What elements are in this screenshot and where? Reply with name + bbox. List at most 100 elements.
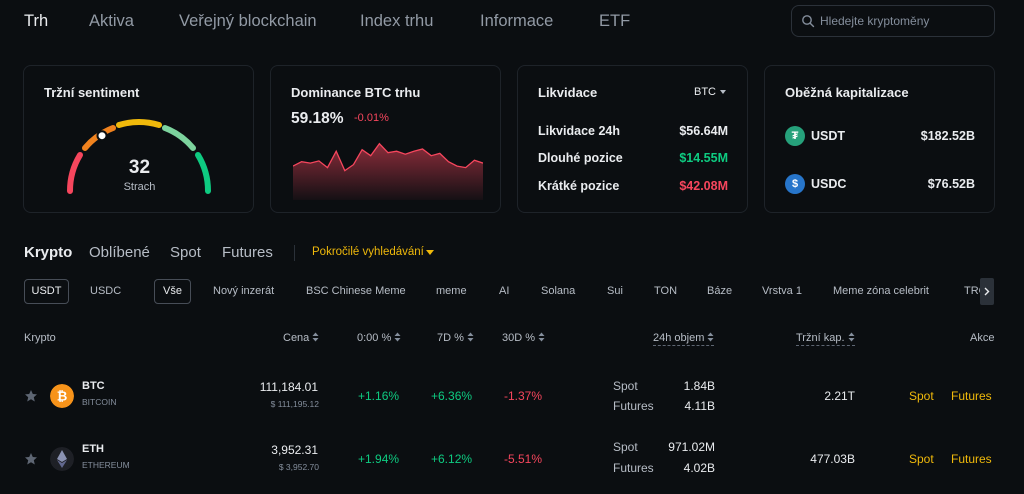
stablecoin-row[interactable]: ₮ USDT $182.52B xyxy=(785,126,975,146)
coin-price: 111,184.01 xyxy=(259,380,318,394)
volume-spot-label: Spot xyxy=(613,440,638,454)
search-placeholder: Hledejte kryptoměny xyxy=(820,14,930,28)
volume-spot-value: 971.02M xyxy=(668,440,715,454)
dominance-chart xyxy=(293,142,483,200)
quote-usdt[interactable]: USDT xyxy=(24,279,69,304)
filter-ton[interactable]: TON xyxy=(654,285,678,297)
quote-usdc[interactable]: USDC xyxy=(90,285,122,297)
sentiment-title: Tržní sentiment xyxy=(44,85,140,100)
sort-icon xyxy=(312,332,319,342)
header-market-cap[interactable]: Tržní kap. xyxy=(796,332,855,346)
tab-information[interactable]: Informace xyxy=(480,12,554,30)
volume-futures-label: Futures xyxy=(613,461,654,475)
sort-icon xyxy=(707,332,714,342)
filter-all[interactable]: Vše xyxy=(154,279,191,304)
header-change-7d[interactable]: 7D % xyxy=(437,332,474,344)
circulating-cap-card[interactable]: Oběžná kapitalizace ₮ USDT $182.52B $ US… xyxy=(764,65,995,213)
caret-down-icon[interactable] xyxy=(426,250,434,255)
tab-public-blockchain[interactable]: Veřejný blockchain xyxy=(179,12,317,30)
header-change-today-label: 0:00 % xyxy=(357,332,392,344)
dominance-change: -0.01% xyxy=(354,112,389,124)
filter-tron[interactable]: TRON xyxy=(960,279,980,304)
stablecoin-cap: $182.52B xyxy=(920,129,975,143)
circulating-title: Oběžná kapitalizace xyxy=(785,85,909,100)
liquidation-label: Krátké pozice xyxy=(538,179,620,193)
action-futures-link[interactable]: Futures xyxy=(951,389,992,403)
action-spot-link[interactable]: Spot xyxy=(909,452,934,466)
usdc-icon: $ xyxy=(785,174,805,194)
gauge-greed-segment xyxy=(162,125,196,151)
filter-bsc-chinese-meme[interactable]: BSC Chinese Meme xyxy=(306,285,406,297)
sentiment-card[interactable]: Tržní sentiment 32 Strach xyxy=(23,65,254,213)
tab-crypto[interactable]: Krypto xyxy=(24,244,73,261)
header-change-today[interactable]: 0:00 % xyxy=(357,332,401,344)
gauge-extreme-greed-segment xyxy=(195,152,212,194)
search-icon xyxy=(802,15,815,28)
liquidation-row-short: Krátké pozice $42.08M xyxy=(538,179,728,195)
sentiment-label: Strach xyxy=(123,181,156,193)
filter-celebrity-meme[interactable]: Meme zóna celebrit xyxy=(833,285,929,297)
change-today: +1.94% xyxy=(358,452,400,466)
gauge-neutral-segment xyxy=(116,119,162,128)
tab-market-index[interactable]: Index trhu xyxy=(360,12,434,30)
header-price-label: Cena xyxy=(283,332,310,344)
tab-market[interactable]: Trh xyxy=(24,12,49,30)
tab-etf[interactable]: ETF xyxy=(599,12,631,30)
header-price[interactable]: Cena xyxy=(283,332,319,344)
header-volume-24h[interactable]: 24h objem xyxy=(653,332,715,346)
coin-price: 3,952.31 xyxy=(271,443,318,457)
filter-new-listing[interactable]: Nový inzerát xyxy=(213,285,275,297)
header-change-30d[interactable]: 30D % xyxy=(502,332,545,344)
filter-sui[interactable]: Sui xyxy=(607,285,623,297)
liquidation-value: $56.64M xyxy=(679,124,728,138)
divider xyxy=(294,245,295,261)
liquidation-row-24h: Likvidace 24h $56.64M xyxy=(538,124,728,140)
table-row[interactable]: ETH ETHEREUM 3,952.31 $ 3,952.70 +1.94% … xyxy=(0,435,1024,485)
search-input[interactable]: Hledejte kryptoměny xyxy=(791,5,995,37)
tab-spot[interactable]: Spot xyxy=(170,244,201,261)
filters-next-button[interactable] xyxy=(980,278,994,305)
svg-text:₿: ₿ xyxy=(57,390,68,405)
bitcoin-icon: ₿ xyxy=(50,384,74,408)
stablecoin-symbol: USDT xyxy=(811,129,846,143)
tab-assets[interactable]: Aktiva xyxy=(89,12,134,30)
sentiment-gauge xyxy=(66,119,212,194)
filter-base[interactable]: Báze xyxy=(707,285,733,297)
volume-spot-value: 1.84B xyxy=(683,379,715,393)
filter-solana[interactable]: Solana xyxy=(541,285,576,297)
gauge-indicator xyxy=(96,130,108,142)
liquidation-asset-select[interactable]: BTC xyxy=(694,86,716,98)
stablecoin-cap: $76.52B xyxy=(927,177,975,191)
change-today: +1.16% xyxy=(358,389,400,403)
filter-meme[interactable]: meme xyxy=(436,285,467,297)
action-spot-link[interactable]: Spot xyxy=(909,389,934,403)
change-30d: -5.51% xyxy=(504,452,543,466)
change-30d: -1.37% xyxy=(504,389,543,403)
sort-icon xyxy=(538,332,545,342)
liquidation-label: Likvidace 24h xyxy=(538,124,620,138)
change-7d: +6.36% xyxy=(431,389,473,403)
action-futures-link[interactable]: Futures xyxy=(951,452,992,466)
volume-spot-label: Spot xyxy=(613,379,638,393)
star-icon[interactable] xyxy=(24,389,38,403)
table-row[interactable]: ₿ BTC BITCOIN 111,184.01 $ 111,195.12 +1… xyxy=(0,372,1024,422)
market-cap: 2.21T xyxy=(824,389,855,403)
filter-ai[interactable]: AI xyxy=(499,285,510,297)
advanced-search-button[interactable]: Pokročilé vyhledávání xyxy=(312,246,424,258)
top-navigation: Trh Aktiva Veřejný blockchain Index trhu… xyxy=(0,0,1024,44)
caret-down-icon[interactable] xyxy=(720,90,726,94)
header-volume-label: 24h objem xyxy=(653,332,705,344)
chevron-right-icon xyxy=(984,287,990,296)
volume-futures-label: Futures xyxy=(613,399,654,413)
stablecoin-row[interactable]: $ USDC $76.52B xyxy=(785,174,975,194)
filter-layer1[interactable]: Vrstva 1 xyxy=(762,285,802,297)
dominance-line xyxy=(293,142,483,172)
tab-futures[interactable]: Futures xyxy=(222,244,273,261)
star-icon[interactable] xyxy=(24,452,38,466)
coin-symbol: ETH xyxy=(82,443,104,455)
header-change-7d-label: 7D % xyxy=(437,332,464,344)
tab-favorites[interactable]: Oblíbené xyxy=(89,244,150,261)
btc-dominance-card[interactable]: Dominance BTC trhu 59.18% -0.01% xyxy=(270,65,501,213)
coin-price-usd: $ 3,952.70 xyxy=(278,462,319,472)
liquidation-card[interactable]: Likvidace BTC Likvidace 24h $56.64M Dlou… xyxy=(517,65,748,213)
